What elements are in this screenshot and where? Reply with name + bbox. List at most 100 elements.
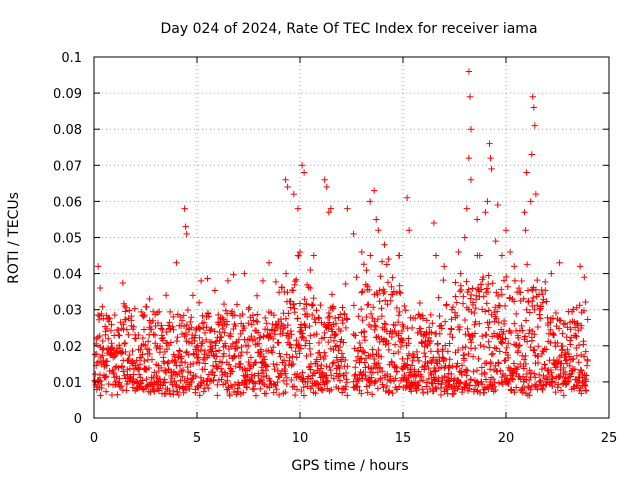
data-point — [96, 284, 104, 292]
data-point — [122, 348, 129, 356]
data-point — [412, 315, 419, 322]
data-point — [277, 353, 284, 360]
data-point — [97, 392, 104, 399]
data-point — [329, 360, 336, 367]
data-point — [223, 321, 230, 329]
data-point — [146, 295, 153, 303]
data-point — [139, 377, 146, 384]
data-point — [560, 392, 568, 399]
data-point — [307, 375, 315, 383]
data-point — [583, 372, 590, 379]
data-point — [282, 370, 289, 377]
data-point — [437, 364, 445, 371]
data-point — [513, 384, 520, 391]
data-point — [483, 285, 491, 292]
data-point — [293, 354, 300, 361]
data-point — [301, 296, 308, 303]
y-tick-label: 0.04 — [53, 268, 82, 283]
data-point — [395, 252, 403, 259]
data-point — [99, 352, 106, 359]
data-point — [239, 389, 247, 396]
data-point — [135, 331, 142, 339]
data-point — [137, 354, 145, 361]
data-point — [477, 341, 484, 349]
data-point — [110, 332, 118, 339]
data-point — [355, 313, 362, 320]
data-point — [297, 321, 305, 328]
data-point — [443, 384, 451, 392]
data-point — [567, 326, 574, 333]
data-point — [102, 373, 109, 381]
data-point — [148, 326, 155, 333]
data-point — [564, 378, 571, 386]
data-point — [575, 377, 583, 385]
data-point — [318, 386, 325, 393]
data-point — [156, 345, 164, 353]
data-point — [138, 308, 145, 316]
data-point — [483, 300, 491, 307]
data-point — [270, 360, 277, 368]
data-point — [227, 366, 235, 374]
data-point — [423, 317, 431, 324]
data-point — [125, 355, 132, 363]
data-point — [211, 328, 218, 335]
data-point — [566, 362, 573, 370]
data-point — [111, 353, 119, 360]
data-point — [394, 318, 402, 326]
data-point — [221, 329, 228, 337]
data-point — [373, 289, 380, 297]
data-point — [406, 369, 413, 376]
data-point — [554, 384, 561, 391]
data-point — [326, 313, 333, 320]
data-point — [115, 364, 122, 371]
data-point — [467, 126, 475, 133]
data-point — [542, 287, 549, 294]
data-point — [531, 346, 538, 354]
data-point — [523, 370, 531, 378]
data-point — [205, 313, 213, 320]
data-point — [315, 315, 323, 322]
data-point — [108, 391, 116, 399]
data-point — [582, 298, 589, 306]
data-point — [534, 323, 542, 331]
data-point — [148, 356, 156, 363]
data-point — [468, 331, 476, 339]
data-point — [232, 362, 239, 370]
data-point — [196, 325, 203, 332]
data-point — [529, 287, 536, 294]
data-point — [325, 338, 332, 346]
data-point — [243, 349, 251, 356]
data-point — [293, 386, 301, 393]
data-point — [136, 361, 144, 368]
data-point — [150, 331, 157, 338]
data-point — [479, 332, 486, 340]
data-point — [412, 372, 419, 380]
data-point — [531, 331, 538, 338]
data-point — [212, 338, 220, 345]
data-point — [343, 379, 351, 386]
data-point — [123, 326, 131, 333]
data-point — [555, 381, 562, 388]
data-point — [151, 331, 159, 339]
data-point — [455, 248, 462, 256]
data-point — [537, 305, 544, 312]
data-point — [444, 348, 452, 355]
data-point — [137, 380, 145, 388]
data-point — [350, 230, 357, 238]
data-point — [418, 338, 425, 346]
data-point — [578, 322, 585, 329]
data-point — [514, 347, 522, 355]
data-point — [327, 205, 335, 212]
data-point — [551, 379, 559, 386]
data-point — [471, 330, 479, 337]
data-point — [554, 339, 561, 347]
data-point — [360, 348, 367, 355]
data-point — [261, 314, 269, 322]
data-point — [246, 304, 253, 311]
data-point — [256, 334, 263, 342]
data-point — [532, 286, 540, 293]
data-point — [531, 374, 539, 381]
data-point — [338, 389, 346, 396]
data-point — [252, 359, 260, 366]
